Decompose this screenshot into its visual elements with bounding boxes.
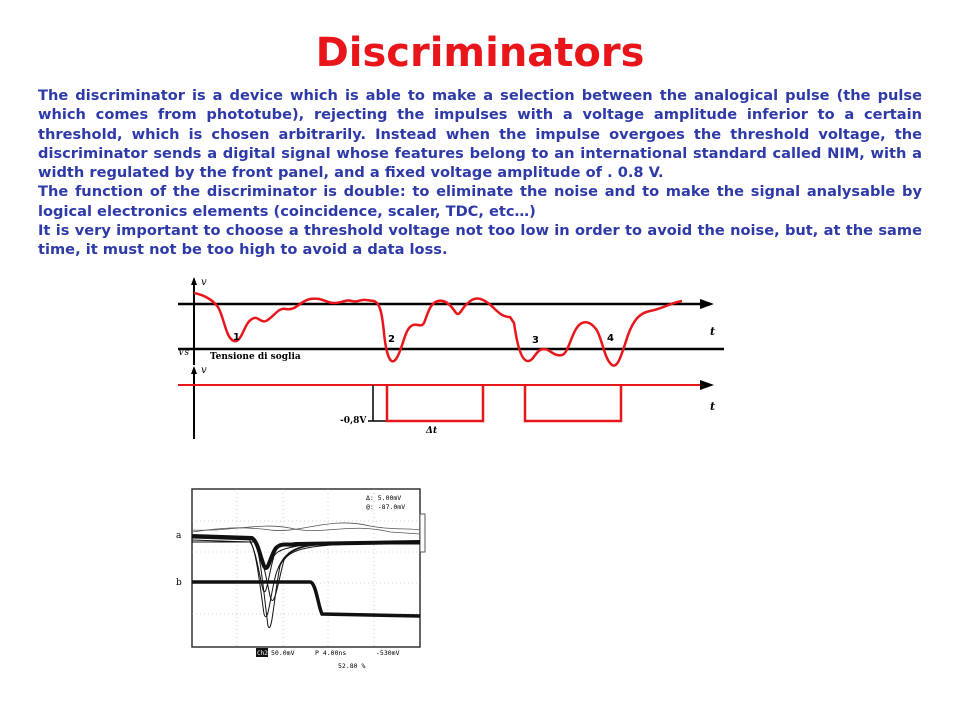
- t-axis-label-lower: t: [710, 400, 715, 413]
- paragraph-function: The function of the discriminator is dou…: [38, 183, 922, 220]
- percent-readout: 52.80 %: [338, 662, 365, 670]
- trace-b-label: b: [176, 578, 182, 588]
- scope-frame: [191, 488, 421, 648]
- oscilloscope-capture: a b Δ: 5.00mV @: -87.0mV Ch2 50.0mV P 4.…: [176, 488, 426, 670]
- pulse-number-2: 2: [388, 334, 395, 345]
- time-div: P 4.00ns: [315, 649, 346, 657]
- slide-title: Discriminators: [315, 29, 645, 76]
- lower-v-arrow: [191, 366, 197, 374]
- body-text: The discriminator is a device which is a…: [38, 86, 922, 274]
- pulse-number-4: 4: [607, 333, 614, 344]
- nim-level-label: -0,8V: [340, 416, 367, 426]
- digital-axis-arrow: [700, 380, 714, 390]
- trigger-level: -530mV: [376, 649, 400, 657]
- t-axis-label-upper: t: [710, 325, 715, 338]
- threshold-symbol: Vs: [178, 348, 189, 358]
- scope-side-tab: [419, 513, 426, 553]
- upper-v-label: v: [201, 277, 207, 288]
- channel-box: [256, 648, 268, 657]
- discriminator-diagram: v v t Vs Tensione di soglia 1 2 3 4 t -0…: [178, 277, 724, 439]
- trace-a-label: a: [176, 531, 182, 541]
- baseline-arrow: [700, 299, 714, 309]
- trace-b: [192, 580, 421, 618]
- paragraph-threshold: It is very important to choose a thresho…: [38, 222, 922, 259]
- paragraph-definition: The discriminator is a device which is a…: [38, 87, 922, 182]
- readout-delta: Δ: 5.00mV: [366, 494, 401, 502]
- pulse-number-1: 1: [233, 332, 240, 343]
- pulse-number-3: 3: [532, 335, 539, 346]
- upper-v-arrow: [191, 277, 197, 285]
- nim-pulse-1: [385, 385, 485, 423]
- channel-label: Ch2: [257, 650, 268, 657]
- trace-a-bundle: [191, 522, 421, 629]
- nim-pulse-2: [523, 385, 623, 423]
- analog-signal: [193, 291, 683, 367]
- readout-at: @: -87.0mV: [366, 503, 405, 511]
- lower-v-label: v: [201, 365, 207, 376]
- threshold-label: Tensione di soglia: [210, 352, 301, 362]
- volts-div: 50.0mV: [271, 649, 295, 657]
- pulse-width-label: Δt: [425, 426, 438, 436]
